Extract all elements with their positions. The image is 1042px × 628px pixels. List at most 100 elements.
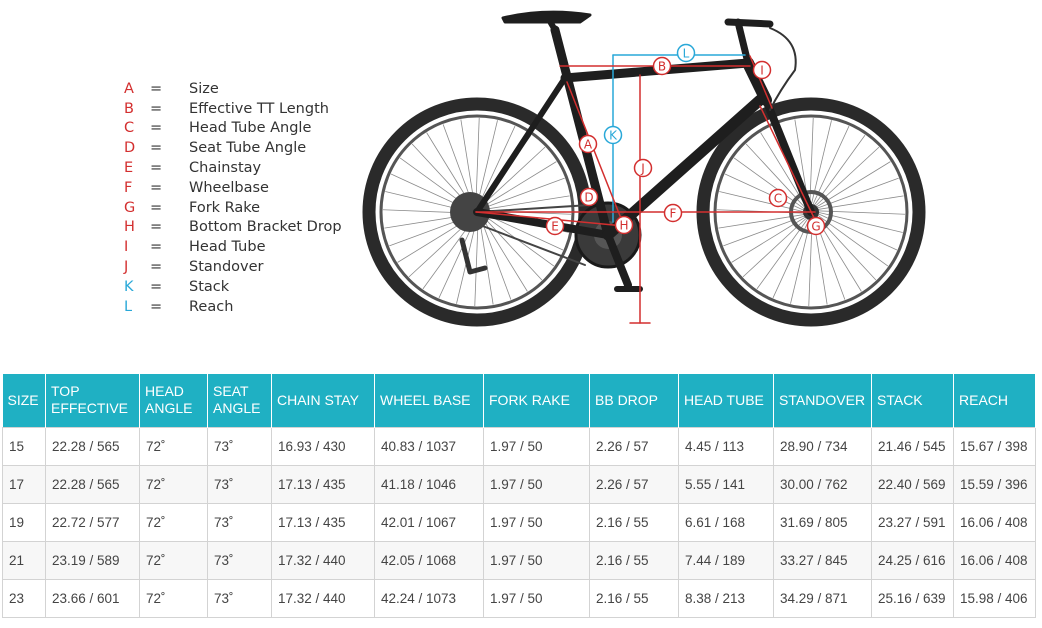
legend-letter: J [124,259,129,276]
table-cell: 42.01 / 1067 [374,502,484,542]
rear-derailleur [459,237,488,275]
fork-shape [762,96,815,216]
table-row: 19 22.72 / 577 72˚ 73˚ 17.13 / 435 42.01 / 10… [2,502,1036,542]
legend-letter: D [124,140,136,157]
column-header-line1: STANDOVER [779,391,866,408]
legend-letter: C [124,120,135,137]
legend-item: B = Effective TT Length [118,99,342,119]
table-cell: 16.06 / 408 [953,540,1036,580]
table-cell: 16.06 / 408 [953,502,1036,542]
chain-bottom [479,224,586,266]
table-cell: 15 [2,426,46,466]
table-cell: 72˚ [139,426,208,466]
table-cell: 2.26 / 57 [589,464,679,504]
table-cell: 30.00 / 762 [773,464,872,504]
column-header: BB DROP [589,374,679,427]
callout-label: H [619,219,628,233]
table-cell: 33.27 / 845 [773,540,872,580]
column-header: HEAD TUBE [678,374,774,427]
legend-label: Head Tube Angle [189,120,312,137]
column-header: HEAD ANGLE [139,374,208,427]
legend-label: Head Tube [189,239,266,256]
table-cell: 34.29 / 871 [773,578,872,618]
callout-label: G [811,220,820,234]
callout-label: I [760,64,764,78]
column-header: CHAIN STAY [271,374,375,427]
callout-label: C [774,192,782,206]
legend-label: Stack [189,278,230,295]
table-cell: 28.90 / 734 [773,426,872,466]
table-cell: 22.28 / 565 [45,426,140,466]
callout-circle [806,216,826,236]
table-cell: 16.93 / 430 [271,426,375,466]
callout-label: E [551,220,559,234]
geometry-table: SIZE TOP EFFECTIVE HEAD ANGLE SEAT ANGLE CHAIN … [2,374,1036,618]
chainstay-tube [473,208,612,239]
table-header-row: SIZE TOP EFFECTIVE HEAD ANGLE SEAT ANGLE CHAIN … [2,374,1036,427]
table-body: 15 22.28 / 565 72˚ 73˚ 16.93 / 430 40.83 / 10… [2,426,1036,618]
callout-circle [752,60,772,80]
column-header-line2: ANGLE [213,400,261,417]
column-header: STANDOVER [773,374,872,427]
table-cell: 15.59 / 396 [953,464,1036,504]
legend-item: L = Reach [118,297,342,317]
callout-circle [663,203,683,223]
column-header: FORK RAKE [483,374,590,427]
table-row: 23 23.66 / 601 72˚ 73˚ 17.32 / 440 42.24 / 10… [2,578,1036,618]
down-tube [602,94,766,241]
table-cell: 4.45 / 113 [678,426,774,466]
table-row: 17 22.28 / 565 72˚ 73˚ 17.13 / 435 41.18 / 10… [2,464,1036,504]
legend-item: A = Size [118,79,342,99]
rear-wheel-spoke [478,217,494,305]
table-cell: 2.26 / 57 [589,426,679,466]
rear-wheel-spoke [482,195,570,211]
table-cell: 6.61 / 168 [678,502,774,542]
legend-letter: F [124,179,133,196]
table-cell: 19 [2,502,46,542]
table-cell: 21.46 / 545 [871,426,954,466]
table-cell: 40.83 / 1037 [374,426,484,466]
column-header-line1: HEAD TUBE [684,391,764,408]
rear-wheel-spoke [460,119,476,207]
legend-item: E = Chainstay [118,158,342,178]
legend-equals: = [150,278,163,295]
callout-circle [578,134,598,154]
column-header: REACH [953,374,1036,427]
rear-wheel-spoke [481,215,543,281]
table-cell: 1.97 / 50 [483,578,590,618]
legend-letter: I [124,239,129,256]
rear-wheel-spoke [481,177,565,210]
column-header-line1: STACK [877,391,923,408]
fork-line [759,105,819,227]
stem [734,18,752,67]
legend-item: H = Bottom Bracket Drop [118,218,342,238]
callout-label: J [640,162,645,176]
table-cell: 73˚ [207,502,272,542]
table-cell: 17.32 / 440 [271,540,375,580]
legend-letter: G [124,199,136,216]
table-cell: 25.16 / 639 [871,578,954,618]
legend-letter: B [124,100,134,117]
table-cell: 23 [2,578,46,618]
table-cell: 24.25 / 616 [871,540,954,580]
table-row: 21 23.19 / 589 72˚ 73˚ 17.32 / 440 42.05 / 10… [2,540,1036,580]
callout-label: L [683,47,690,61]
table-cell: 31.69 / 805 [773,502,872,542]
legend-equals: = [150,100,163,117]
table-cell: 23.66 / 601 [45,578,140,618]
legend-label: Chainstay [189,160,262,177]
column-header-line2: EFFECTIVE [51,400,129,417]
callout-label: B [658,60,666,74]
column-header-line1: SEAT [213,383,249,400]
legend-letter: L [124,298,133,315]
table-cell: 73˚ [207,540,272,580]
column-header-line1: SIZE [7,391,39,408]
legend-label: Fork Rake [189,199,261,216]
callout-label: K [609,129,618,143]
table-cell: 2.16 / 55 [589,502,679,542]
callout-label: F [670,207,677,221]
legend-label: Seat Tube Angle [189,140,307,157]
table-cell: 73˚ [207,464,272,504]
legend-letter: E [124,160,134,177]
callout-circle [676,43,696,63]
